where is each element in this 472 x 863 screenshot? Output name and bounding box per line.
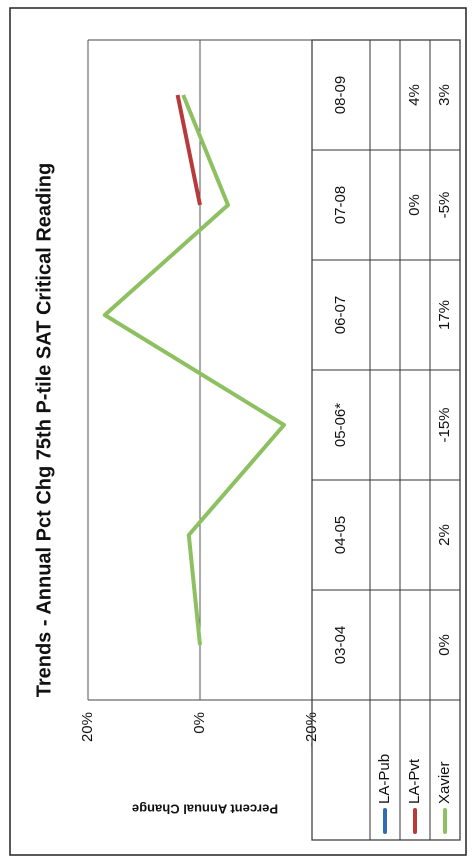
- y-tick-label: 20%: [79, 712, 96, 742]
- x-tick-label: 06-07: [332, 296, 349, 334]
- chart-title: Trends - Annual Pct Chg 75th P-tile SAT …: [33, 163, 55, 698]
- outer-border: [9, 7, 467, 856]
- table-value: 0%: [436, 634, 453, 656]
- series-line: [102, 94, 286, 646]
- table-value: 0%: [406, 194, 423, 216]
- x-tick-label: 07-08: [332, 186, 349, 224]
- rotated-chart: Trends - Annual Pct Chg 75th P-tile SAT …: [9, 7, 467, 856]
- table-value: 17%: [436, 300, 453, 330]
- series-line: [175, 94, 202, 206]
- table-value: -15%: [436, 407, 453, 442]
- table-value: 2%: [436, 524, 453, 546]
- x-tick-label: 08-09: [332, 76, 349, 114]
- table-value: 3%: [436, 84, 453, 106]
- x-tick-label: 04-05: [332, 516, 349, 554]
- x-tick-label: 03-04: [332, 626, 349, 664]
- legend-label: LA-Pvt: [406, 758, 423, 804]
- table-value: 4%: [406, 84, 423, 106]
- legend-label: LA-Pub: [376, 754, 393, 804]
- x-tick-label: 05-06*: [332, 403, 349, 447]
- y-axis-title: Percent Annual Change: [132, 802, 278, 817]
- legend-label: Xavier: [436, 761, 453, 804]
- table-value: -5%: [436, 192, 453, 219]
- y-tick-label: 0%: [191, 712, 208, 734]
